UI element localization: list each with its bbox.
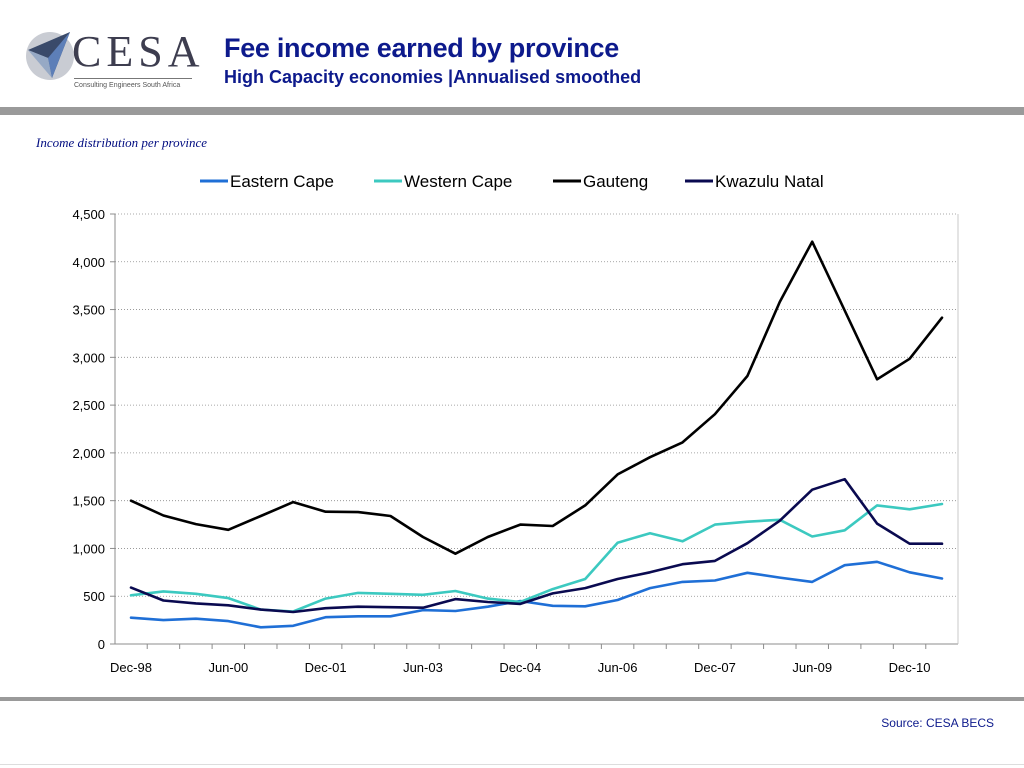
header-divider xyxy=(0,107,1024,115)
axes: 0 500 1,000 1,500 2,000 2,500 3,000 3,500 4,000 4… xyxy=(72,207,959,675)
legend-label-western-cape: Western Cape xyxy=(404,172,512,191)
footer-divider xyxy=(0,697,1024,701)
y-tick-label: 2,000 xyxy=(72,446,105,461)
series-lines xyxy=(129,240,944,629)
x-tick-label: Dec-04 xyxy=(499,660,541,675)
y-tick-label: 2,500 xyxy=(72,398,105,413)
y-tick-label: 3,000 xyxy=(72,350,105,365)
legend-label-kwazulu-natal: Kwazulu Natal xyxy=(715,172,824,191)
y-tick-label: 0 xyxy=(98,637,105,652)
chart-caption: Income distribution per province xyxy=(36,135,208,150)
y-tick-label: 4,000 xyxy=(72,255,105,270)
line-chart: 0 500 1,000 1,500 2,000 2,500 3,000 3,500 4,000 4… xyxy=(72,172,959,675)
x-tick-label: Dec-01 xyxy=(305,660,347,675)
legend-label-gauteng: Gauteng xyxy=(583,172,648,191)
x-tick-label: Jun-06 xyxy=(598,660,638,675)
page-subtitle: High Capacity economies |Annualised smoo… xyxy=(224,67,642,87)
series-line-gauteng xyxy=(129,240,944,556)
source-note: Source: CESA BECS xyxy=(881,716,994,730)
bottom-rule xyxy=(0,764,1024,765)
gridlines xyxy=(115,213,958,597)
logo-mark-icon xyxy=(26,32,74,80)
x-tick-label: Jun-00 xyxy=(208,660,248,675)
y-tick-label: 1,500 xyxy=(72,494,105,509)
y-tick-label: 1,000 xyxy=(72,541,105,556)
x-tick-label: Dec-10 xyxy=(889,660,931,675)
cesa-logo xyxy=(22,28,202,98)
legend: Eastern Cape Western Cape Gauteng Kwazulu N… xyxy=(200,172,824,191)
x-tick-label: Jun-09 xyxy=(792,660,832,675)
legend-label-eastern-cape: Eastern Cape xyxy=(230,172,334,191)
logo-divider xyxy=(74,78,192,79)
series-line-kwazulu-natal xyxy=(129,477,944,614)
y-tick-label: 4,500 xyxy=(72,207,105,222)
logo-subtitle: Consulting Engineers South Africa xyxy=(74,82,181,89)
page-title: Fee income earned by province xyxy=(224,33,619,63)
x-tick-label: Jun-03 xyxy=(403,660,443,675)
y-tick-label: 3,500 xyxy=(72,303,105,318)
series-line-eastern-cape xyxy=(129,560,944,629)
x-tick-label: Dec-98 xyxy=(110,660,152,675)
logo-wordmark: CESA xyxy=(72,27,205,76)
y-tick-label: 500 xyxy=(83,589,105,604)
x-tick-label: Dec-07 xyxy=(694,660,736,675)
